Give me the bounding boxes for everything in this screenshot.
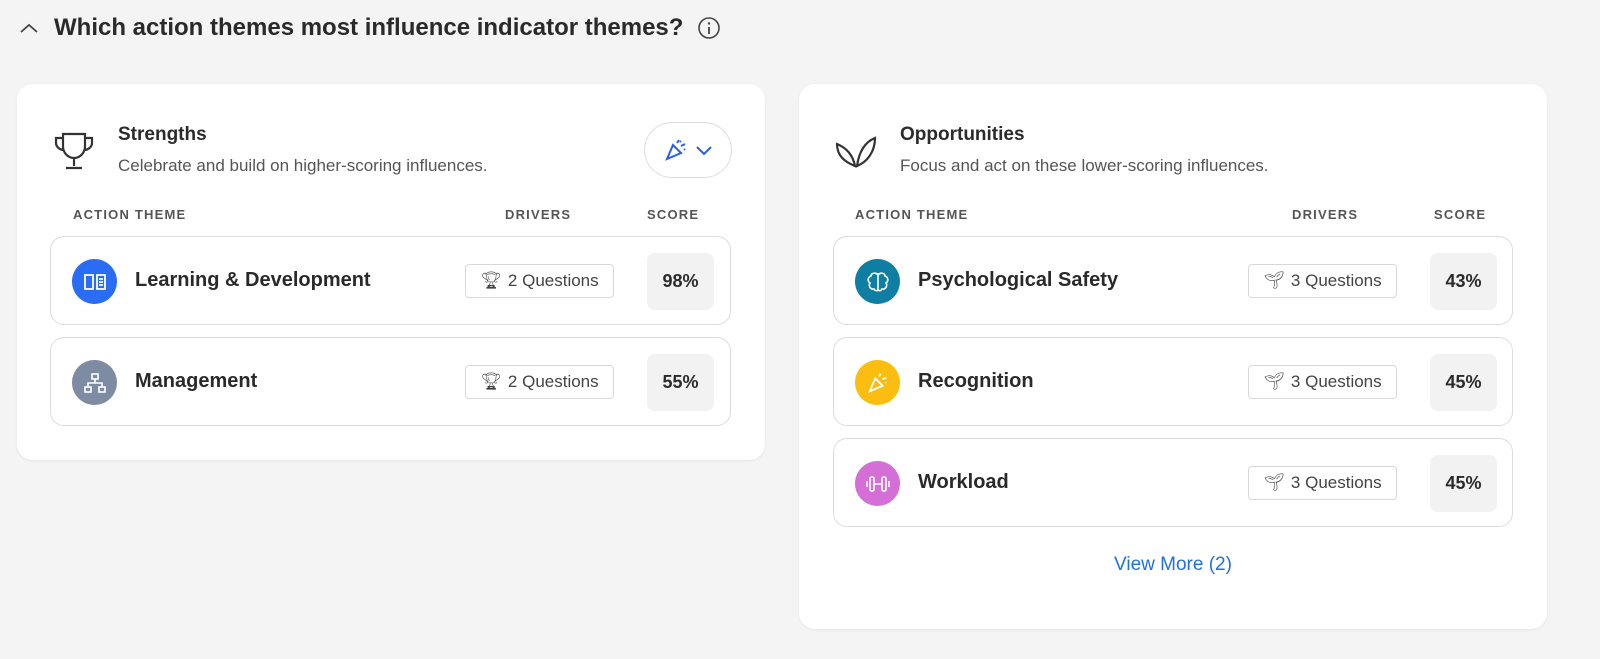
sprout-icon: 🌱︎	[1263, 372, 1285, 391]
theme-name: Recognition	[918, 370, 1034, 392]
theme-name: Learning & Development	[135, 269, 371, 291]
strengths-card: Strengths Celebrate and build on higher-…	[17, 84, 765, 460]
column-header-theme: ACTION THEME	[855, 207, 969, 222]
book-icon	[72, 259, 117, 304]
score-value: 43%	[1430, 253, 1497, 310]
drivers-badge[interactable]: 🌱︎ 3 Questions	[1248, 365, 1397, 399]
theme-row[interactable]: Psychological Safety 🌱︎ 3 Questions 43%	[833, 236, 1513, 325]
drivers-badge[interactable]: 🏆︎ 2 Questions	[465, 264, 614, 298]
dumbbell-icon	[855, 461, 900, 506]
view-more-link[interactable]: View More (2)	[1114, 554, 1232, 575]
theme-name: Psychological Safety	[918, 269, 1119, 291]
party-popper-icon	[665, 139, 686, 161]
theme-name: Management	[135, 370, 258, 392]
column-header-drivers: DRIVERS	[505, 207, 572, 222]
drivers-badge[interactable]: 🌱︎ 3 Questions	[1248, 466, 1397, 500]
sprout-icon	[835, 136, 877, 168]
theme-row[interactable]: Management 🏆︎ 2 Questions 55%	[50, 337, 731, 426]
strengths-subtitle: Celebrate and build on higher-scoring in…	[118, 156, 488, 175]
opportunities-card: Opportunities Focus and act on these low…	[799, 84, 1547, 629]
trophy-icon	[54, 132, 94, 170]
theme-row[interactable]: Workload 🌱︎ 3 Questions 45%	[833, 438, 1513, 527]
score-value: 98%	[647, 253, 714, 310]
strengths-title: Strengths	[118, 124, 207, 145]
brain-icon	[855, 259, 900, 304]
opportunities-subtitle: Focus and act on these lower-scoring inf…	[900, 156, 1269, 175]
trophy-icon: 🏆︎	[480, 271, 502, 290]
opportunities-title: Opportunities	[900, 124, 1025, 145]
drivers-badge[interactable]: 🌱︎ 3 Questions	[1248, 264, 1397, 298]
theme-row[interactable]: Recognition 🌱︎ 3 Questions 45%	[833, 337, 1513, 426]
info-icon[interactable]	[697, 16, 721, 40]
score-value: 55%	[647, 354, 714, 411]
org-chart-icon	[72, 360, 117, 405]
column-header-theme: ACTION THEME	[73, 207, 187, 222]
trophy-icon: 🏆︎	[480, 372, 502, 391]
chevron-up-icon[interactable]	[18, 21, 40, 35]
sprout-icon: 🌱︎	[1263, 271, 1285, 290]
section-header: Which action themes most influence indic…	[18, 14, 721, 42]
party-popper-icon	[855, 360, 900, 405]
column-header-score: SCORE	[647, 207, 700, 222]
theme-name: Workload	[918, 471, 1009, 493]
column-header-score: SCORE	[1434, 207, 1487, 222]
sprout-icon: 🌱︎	[1263, 473, 1285, 492]
drivers-badge[interactable]: 🏆︎ 2 Questions	[465, 365, 614, 399]
section-title: Which action themes most influence indic…	[54, 14, 684, 41]
score-value: 45%	[1430, 354, 1497, 411]
column-header-drivers: DRIVERS	[1292, 207, 1359, 222]
score-value: 45%	[1430, 455, 1497, 512]
theme-filter-dropdown[interactable]	[644, 122, 732, 178]
theme-row[interactable]: Learning & Development 🏆︎ 2 Questions 98%	[50, 236, 731, 325]
chevron-down-icon	[696, 146, 712, 156]
